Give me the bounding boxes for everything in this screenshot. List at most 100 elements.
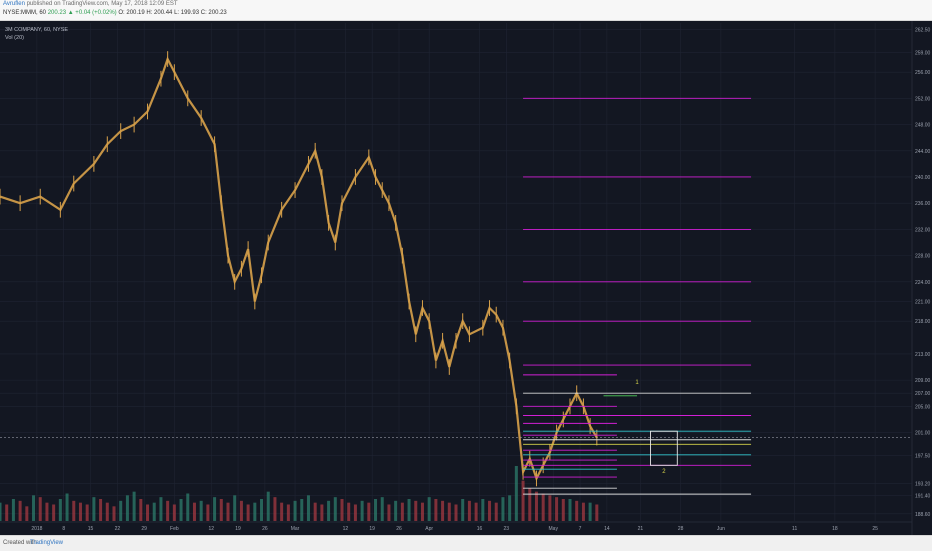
y-tick-label: 193.20 [915, 482, 931, 488]
volume-bar [25, 506, 29, 521]
volume-bar [5, 504, 9, 521]
volume-bar [400, 502, 404, 521]
y-tick-label: 259.00 [915, 50, 931, 56]
volume-bar [541, 493, 545, 521]
volume-bar [427, 497, 431, 521]
x-tick-label: 11 [792, 526, 797, 532]
author-link[interactable]: Avruflen [3, 1, 25, 7]
volume-bar [172, 504, 176, 521]
volume-bar [387, 504, 391, 521]
volume-bar [152, 502, 156, 521]
volume-bar [528, 488, 532, 521]
footer-bar: Created with TradingView [0, 535, 932, 551]
volume-bar [280, 502, 284, 521]
volume-bar [58, 499, 62, 521]
x-tick-label: 19 [235, 526, 241, 532]
publication-header: Avruflen published on TradingView.com, M… [0, 0, 932, 21]
tradingview-brand[interactable]: TradingView [30, 540, 64, 546]
volume-bar [65, 493, 69, 521]
y-tick-label: 201.00 [915, 431, 931, 437]
volume-bar [239, 500, 243, 521]
y-tick-label: 191.40 [915, 493, 931, 499]
volume-bar [581, 502, 585, 521]
volume-bar [119, 500, 123, 521]
volume-bar [313, 502, 317, 521]
volume-bar [192, 502, 196, 521]
wave-annotation: 1 [635, 380, 639, 386]
x-tick-label: 26 [262, 526, 268, 532]
x-tick-label: 14 [604, 526, 610, 532]
x-tick-label: 19 [369, 526, 375, 532]
ohlc-values: O: 200.19 H: 200.44 L: 199.93 C: 200.23 [118, 10, 227, 16]
y-tick-label: 221.00 [915, 299, 931, 305]
volume-bar [199, 500, 203, 521]
volume-bar [380, 497, 384, 521]
chart-legend: 3M COMPANY, 60, NYSE Vol (20) [5, 26, 68, 42]
volume-bar [179, 499, 183, 521]
price-line [0, 56, 598, 482]
volume-bar [521, 480, 525, 521]
volume-bar [159, 497, 163, 521]
y-tick-label: 188.60 [915, 512, 931, 518]
volume-bar [320, 504, 324, 521]
volume-bar [306, 495, 310, 521]
x-tick-label: 29 [141, 526, 147, 532]
volume-bar [293, 500, 297, 521]
volume-bar [555, 497, 559, 521]
y-tick-label: 207.00 [915, 391, 931, 397]
volume-bar [92, 497, 96, 521]
volume-bar [360, 500, 364, 521]
chart-area[interactable]: 12200.23188.60191.40193.20197.50201.0020… [0, 21, 932, 535]
volume-bar [588, 502, 592, 521]
symbol-line: NYSE:MMM, 60 200.23 ▲ +0.04 (+0.02%) O: … [3, 10, 227, 16]
volume-bar [105, 502, 109, 521]
y-tick-label: 248.00 [915, 123, 931, 129]
volume-bar [273, 497, 277, 521]
y-tick-label: 240.00 [915, 175, 931, 181]
x-tick-label: 15 [88, 526, 94, 532]
y-tick-label: 213.00 [915, 352, 931, 358]
volume-bar [340, 499, 344, 521]
x-tick-label: 12 [343, 526, 349, 532]
x-tick-label: 22 [115, 526, 121, 532]
volume-bar [434, 499, 438, 521]
y-tick-label: 256.00 [915, 70, 931, 76]
volume-bar [441, 500, 445, 521]
volume-bar [461, 499, 465, 521]
x-tick-label: 18 [832, 526, 838, 532]
x-tick-label: 23 [504, 526, 510, 532]
volume-bar [501, 497, 505, 521]
y-tick-label: 205.00 [915, 404, 931, 410]
y-tick-label: 197.50 [915, 453, 931, 459]
volume-bar [226, 502, 230, 521]
y-tick-label: 236.00 [915, 201, 931, 207]
x-tick-label: 12 [208, 526, 214, 532]
x-tick-label: May [549, 526, 559, 532]
y-tick-label: 209.00 [915, 378, 931, 384]
volume-bar [45, 502, 49, 521]
y-tick-label: 232.00 [915, 227, 931, 233]
volume-bar [548, 495, 552, 521]
volume-bar [300, 499, 304, 521]
volume-bar [327, 500, 331, 521]
y-tick-label: 252.00 [915, 96, 931, 102]
volume-bar [414, 500, 418, 521]
volume-bar [85, 504, 89, 521]
x-tick-label: Jun [717, 526, 725, 532]
volume-bar [575, 500, 579, 521]
volume-bar [407, 499, 411, 521]
volume-bar [333, 497, 337, 521]
volume-bar [454, 504, 458, 521]
volume-bar [474, 502, 478, 521]
volume-bar [18, 500, 22, 521]
price-change: 200.23 ▲ +0.04 (+0.02%) [47, 10, 117, 16]
x-tick-label: 21 [638, 526, 644, 532]
volume-bar [420, 502, 424, 521]
price-chart: 12200.23188.60191.40193.20197.50201.0020… [0, 21, 932, 535]
volume-bar [125, 495, 129, 521]
volume-bar [534, 491, 538, 521]
volume-bar [38, 497, 42, 521]
volume-bar [139, 499, 143, 521]
volume-bar [266, 491, 270, 521]
